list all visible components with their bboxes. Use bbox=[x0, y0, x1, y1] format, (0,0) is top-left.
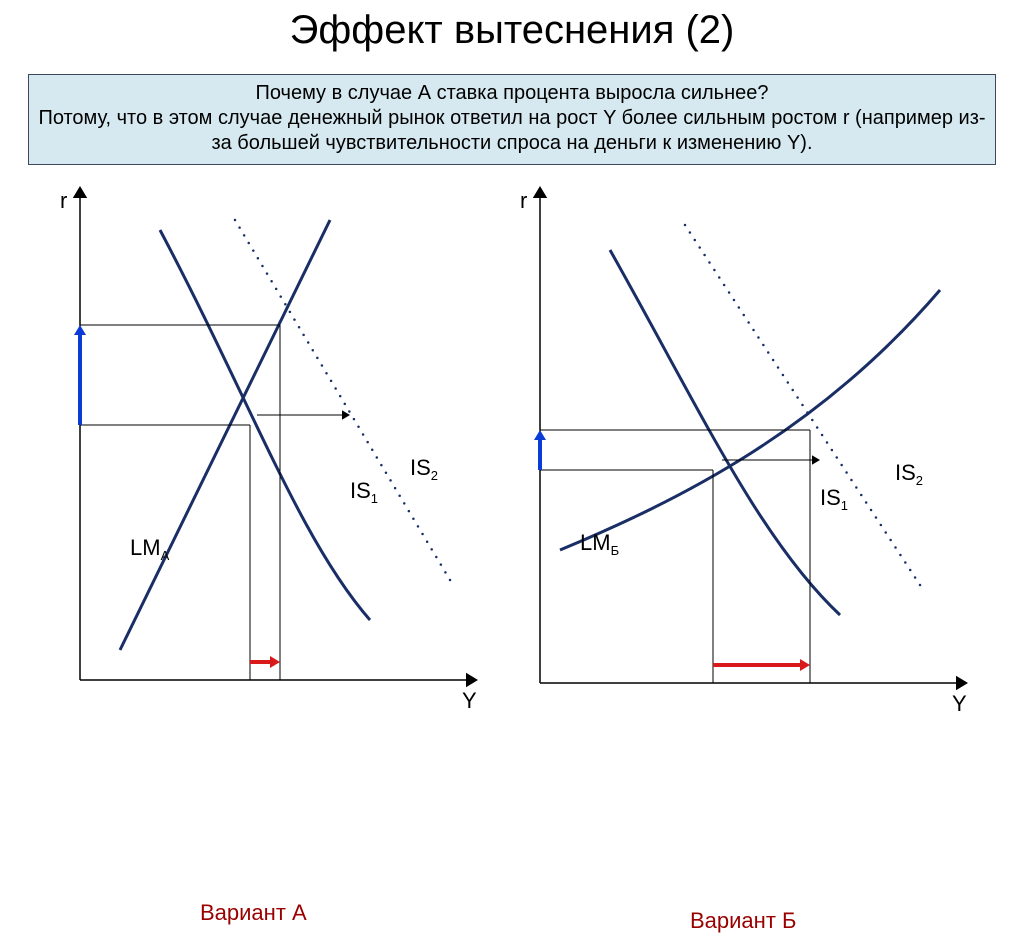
svg-text:LMА: LMА bbox=[130, 535, 170, 563]
svg-text:r: r bbox=[520, 188, 527, 213]
svg-text:IS2: IS2 bbox=[410, 455, 438, 483]
svg-text:IS1: IS1 bbox=[350, 478, 378, 506]
info-box: Почему в случае А ставка процента выросл… bbox=[28, 74, 996, 165]
caption-variant-a: Вариант А bbox=[200, 900, 307, 926]
svg-text:LMБ: LMБ bbox=[580, 530, 619, 558]
info-answer: Потому, что в этом случае денежный рынок… bbox=[37, 106, 987, 156]
page-title: Эффект вытеснения (2) bbox=[0, 8, 1024, 53]
charts-area: rYLMАIS1IS2 rYLMБIS1IS2 Вариант А Вариан… bbox=[0, 180, 1024, 740]
svg-text:IS1: IS1 bbox=[820, 485, 848, 513]
svg-text:IS2: IS2 bbox=[895, 460, 923, 488]
svg-text:Y: Y bbox=[952, 691, 967, 716]
caption-variant-b: Вариант Б bbox=[690, 908, 796, 934]
chart-a: r Y LMА IS1 IS2 bbox=[20, 180, 510, 740]
svg-text:r: r bbox=[60, 188, 67, 213]
info-question: Почему в случае А ставка процента выросл… bbox=[37, 81, 987, 106]
chart-b: r Y LMБ IS1 IS2 bbox=[500, 180, 1000, 740]
svg-text:Y: Y bbox=[462, 688, 477, 713]
